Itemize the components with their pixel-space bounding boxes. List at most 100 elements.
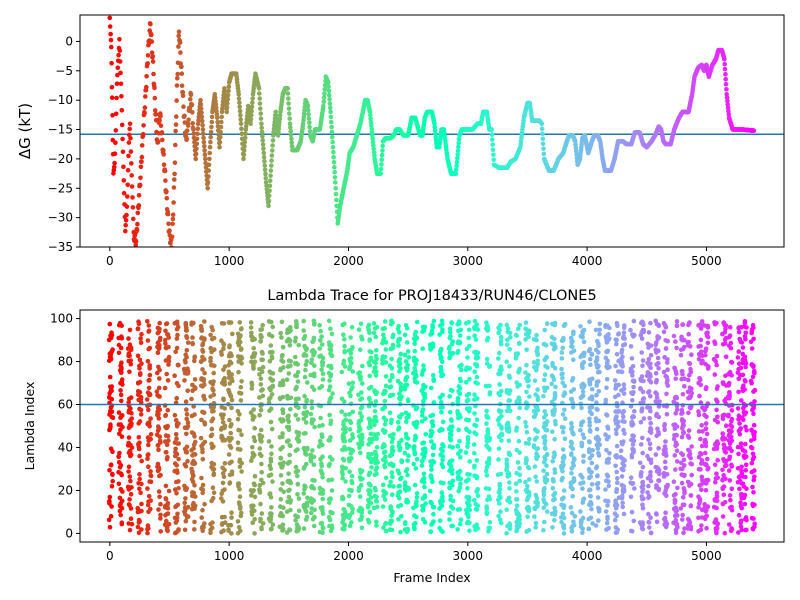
lambda-point (328, 509, 333, 515)
lambda-point (483, 468, 489, 474)
lambda-point (278, 511, 284, 516)
lambda-point (464, 427, 470, 433)
lambda-point (463, 450, 469, 455)
lambda-point (146, 526, 151, 531)
lambda-point (250, 444, 255, 450)
lambda-point (278, 473, 284, 478)
lambda-point (412, 482, 418, 488)
lambda-point (346, 381, 352, 387)
lambda-point (380, 504, 386, 509)
dg-point (136, 193, 142, 198)
lambda-point (347, 469, 352, 475)
lambda-point (397, 414, 402, 419)
lambda-point (319, 470, 325, 476)
lambda-point (126, 440, 131, 446)
lambda-point (119, 377, 125, 382)
lambda-point (109, 484, 115, 489)
lambda-point (447, 485, 453, 491)
dg-point (287, 116, 293, 121)
dg-point (174, 114, 179, 119)
lambda-point (541, 505, 546, 511)
dg-point (302, 107, 307, 113)
lambda-point (594, 418, 599, 424)
lambda-point (382, 422, 388, 427)
lambda-point (209, 405, 215, 411)
lambda-point (527, 492, 532, 498)
lambda-point (532, 365, 537, 370)
lambda-point (139, 527, 144, 532)
lambda-point (431, 378, 437, 384)
dg-point (213, 105, 219, 110)
lambda-point (369, 451, 375, 457)
dg-point (208, 139, 213, 145)
lambda-point (189, 448, 194, 453)
lambda-point (189, 322, 194, 327)
lambda-point (579, 420, 584, 426)
lambda-point (578, 524, 584, 529)
lambda-point (270, 522, 276, 527)
lambda-point (156, 507, 161, 512)
lambda-point (148, 498, 153, 503)
lambda-point (428, 385, 434, 391)
lambda-point (517, 400, 522, 405)
lambda-point (145, 453, 151, 458)
lambda-point (467, 507, 473, 513)
lambda-point (395, 468, 401, 474)
lambda-point (288, 363, 293, 369)
lambda-point (230, 331, 235, 337)
dg-point (141, 123, 146, 128)
lambda-point (383, 475, 389, 481)
lambda-points (106, 318, 758, 536)
lambda-point (239, 361, 244, 366)
lambda-point (458, 481, 463, 487)
lambda-point (497, 487, 503, 492)
dg-point (157, 118, 162, 123)
lambda-point (560, 511, 566, 517)
dg-point (277, 116, 283, 121)
dg-point (262, 159, 267, 164)
lambda-point (317, 423, 322, 429)
lambda-point (138, 336, 143, 341)
lambda-point (192, 358, 197, 364)
lambda-point (341, 426, 346, 432)
lambda-point (467, 503, 472, 508)
lambda-point (189, 476, 195, 482)
lambda-point (340, 464, 345, 470)
dg-point (722, 56, 727, 62)
lambda-point (185, 420, 191, 425)
dg-point (237, 108, 243, 114)
dg-point (206, 168, 211, 173)
lambda-point (182, 371, 188, 376)
dg-point (270, 148, 275, 153)
lambda-point (319, 461, 324, 466)
lambda-point (135, 524, 141, 530)
lambda-point (472, 524, 478, 530)
dg-point (277, 113, 283, 118)
lambda-point (280, 522, 286, 528)
lambda-point (455, 408, 460, 414)
dg-point (128, 135, 133, 141)
lambda-point (413, 520, 418, 526)
lambda-point (330, 391, 335, 396)
lambda-point (192, 386, 198, 391)
lambda-point (127, 497, 132, 502)
lambda-point (474, 362, 480, 368)
dg-point (117, 59, 123, 64)
lambda-point (328, 528, 334, 534)
lambda-point (267, 463, 273, 468)
lambda-point (158, 529, 163, 534)
lambda-point (342, 343, 347, 349)
lambda-point (312, 478, 317, 483)
lambda-point (517, 405, 523, 411)
lambda-point (158, 501, 163, 507)
lambda-point (268, 376, 273, 381)
lambda-point (137, 519, 142, 524)
lambda-point (374, 445, 380, 450)
lambda-point (116, 350, 122, 356)
dg-point (328, 109, 333, 115)
lambda-point (258, 427, 264, 433)
lambda-point (266, 396, 272, 402)
lambda-point (200, 482, 206, 488)
dg-point (724, 87, 729, 92)
lambda-point (189, 396, 194, 402)
